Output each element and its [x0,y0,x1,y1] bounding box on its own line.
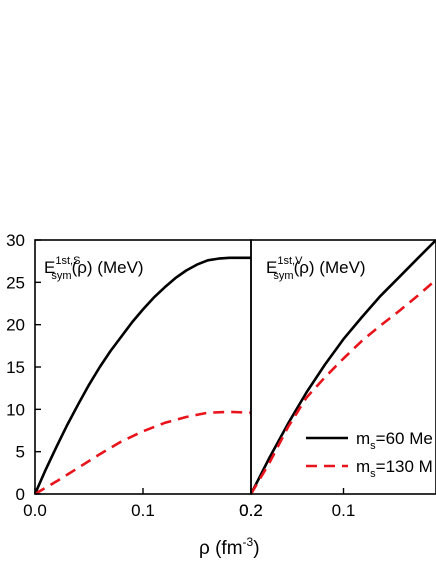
y-tick-label: 30 [6,231,25,250]
panel-2-x-tick-label: 0.1 [332,501,356,520]
y-tick-label: 5 [16,443,25,462]
legend-label-solid: ms=60 Me [356,429,433,452]
x-axis-label: ρ (fm-3) [199,535,260,559]
panel-1-x-tick-label: 0.1 [131,501,155,520]
legend: ms=60 Me ms=130 M [306,429,433,480]
panel-1-x-tick-label: 0.0 [23,501,47,520]
legend-label-dashed: ms=130 M [356,457,433,480]
frames [34,239,436,495]
y-tick-label: 10 [6,400,25,419]
panel-1-series-solid [33,256,251,495]
y-tick-label: 15 [6,358,25,377]
panel-1-label: E1st,S sym(ρ) (MeV) [44,255,144,282]
y-tick-label: 20 [6,316,25,335]
y-tick-label: 25 [6,273,25,292]
panel-2-series-solid [249,239,436,495]
panel-2-label: E1st,V sym(ρ) (MeV) [266,255,366,282]
panel-2-x-tick-label: 0.2 [239,501,263,520]
panel-1-x-tick-label: 0.2 [239,501,263,520]
panel-1-series-dashed [34,410,252,496]
y-tick-label: 0 [16,485,25,504]
curves [33,239,436,496]
panel-2-series-dashed [249,278,436,495]
